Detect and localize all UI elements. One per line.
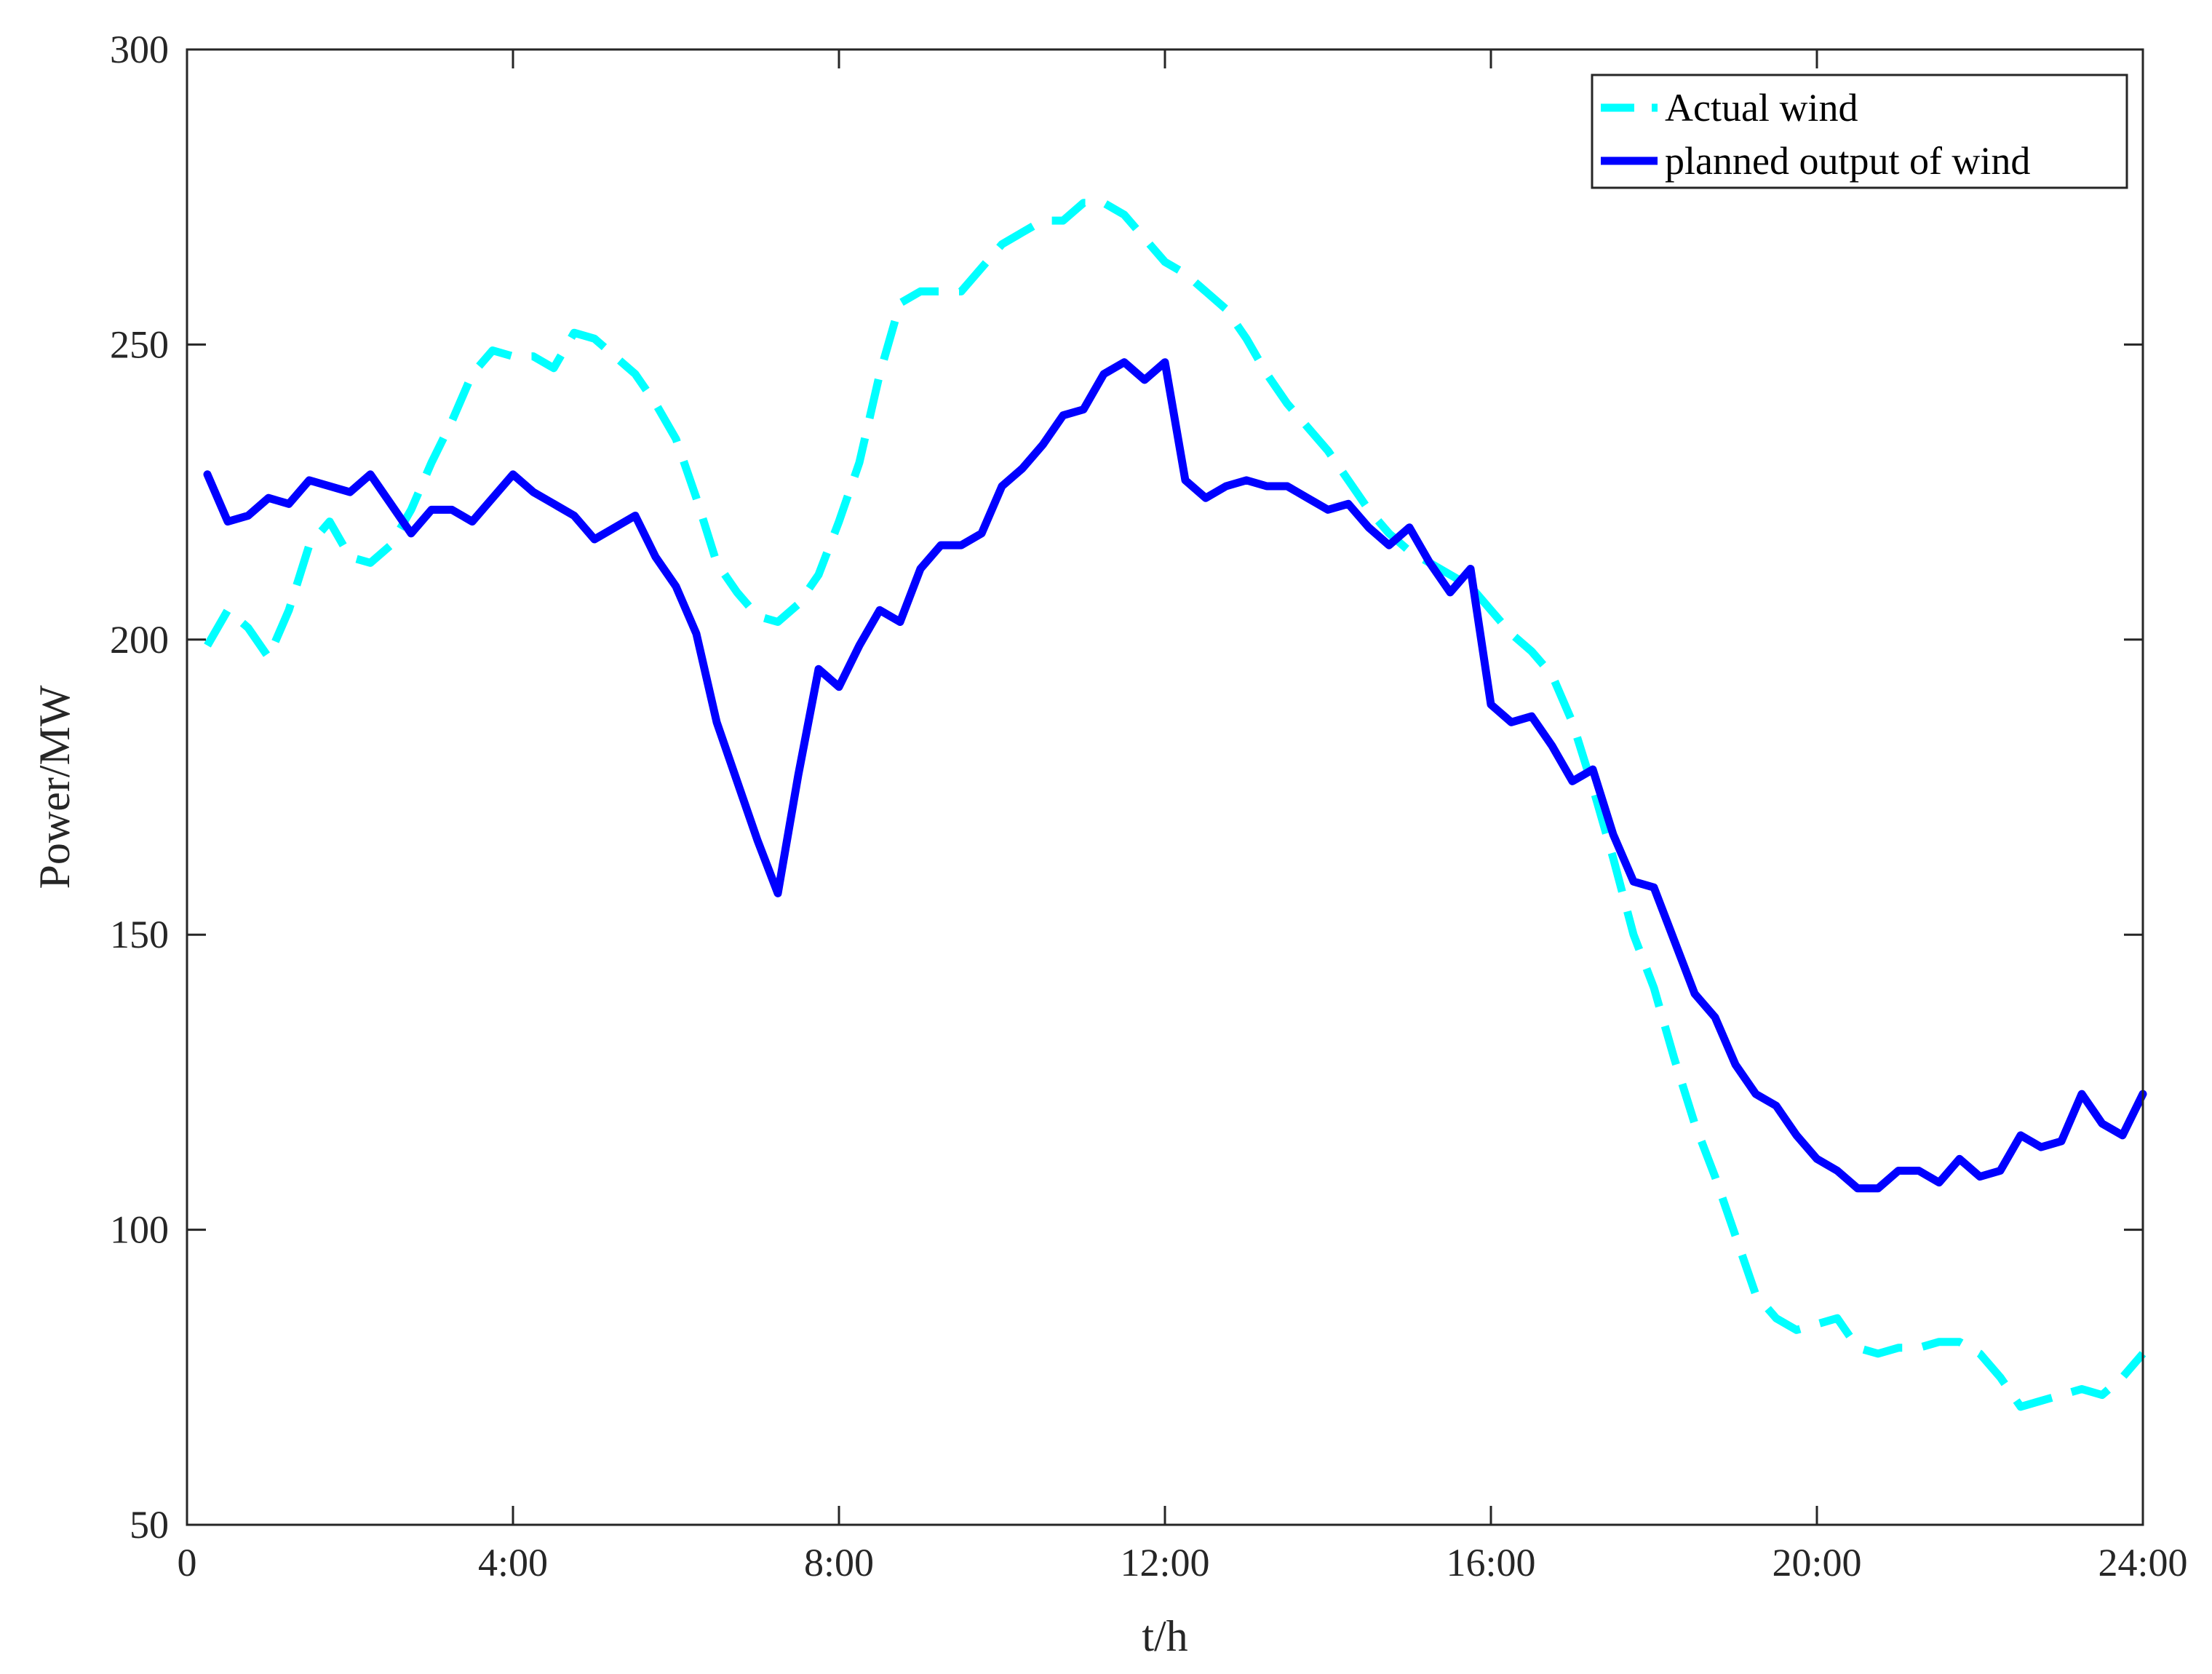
y-tick-label: 200 [110,618,169,662]
x-tick-label: 24:00 [2098,1541,2187,1584]
x-tick-label: 4:00 [478,1541,548,1584]
plot-area [203,199,2147,1411]
y-axis-title: Power/MW [31,685,79,889]
legend: Actual wind planned output of wind [1591,74,2128,189]
x-tick-label: 0 [178,1541,197,1584]
x-tick-label: 8:00 [804,1541,874,1584]
y-tick-label: 300 [110,28,169,71]
series-line-2 [203,358,2147,1193]
x-axis-title: t/h [1142,1612,1187,1660]
y-tick-label: 50 [130,1503,169,1547]
series-line-1 [204,199,2147,1411]
legend-box [1591,74,2128,189]
x-tick-label: 20:00 [1772,1541,1861,1584]
y-tick-label: 100 [110,1208,169,1252]
legend-label-2: planned output of wind [1665,139,2030,183]
y-tick-label: 150 [110,913,169,956]
legend-label-1: Actual wind [1665,86,1858,130]
x-tick-label: 16:00 [1446,1541,1535,1584]
y-tick-label: 250 [110,322,169,366]
axes: 0 4:00 8:00 12:00 16:00 20:00 24:00 50 100 150 200… [110,28,2188,1584]
x-tick-label: 12:00 [1120,1541,1209,1584]
